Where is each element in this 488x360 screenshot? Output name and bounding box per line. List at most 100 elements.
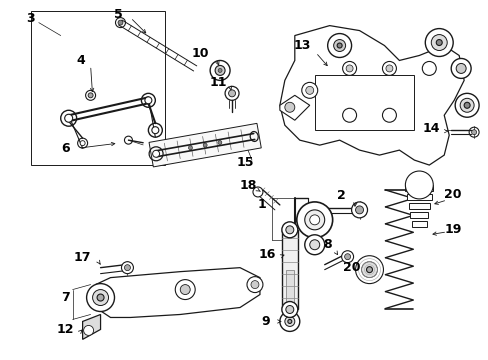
Circle shape [342,108,356,122]
Circle shape [459,98,473,112]
Text: 10: 10 [191,47,208,60]
Text: 7: 7 [61,291,70,304]
Bar [285,270,293,310]
Circle shape [355,206,363,214]
Circle shape [333,40,345,51]
Circle shape [285,226,293,234]
Circle shape [144,97,152,104]
Text: 20: 20 [444,188,461,202]
Text: 17: 17 [74,251,91,264]
Circle shape [305,86,313,94]
Circle shape [309,240,319,250]
Circle shape [309,215,319,225]
Circle shape [285,306,293,314]
Circle shape [97,294,104,301]
Text: 8: 8 [323,238,331,251]
Circle shape [355,256,383,284]
Circle shape [346,65,352,72]
Text: 12: 12 [57,323,74,336]
Circle shape [385,65,392,72]
Circle shape [287,319,291,323]
Text: 15: 15 [236,156,253,168]
Circle shape [344,254,350,260]
Circle shape [435,40,441,45]
Circle shape [92,289,108,306]
Circle shape [301,82,317,98]
Circle shape [152,127,159,134]
Bar [314,75,413,130]
Circle shape [285,102,294,112]
Circle shape [152,150,159,157]
Circle shape [118,20,122,25]
Circle shape [296,202,332,238]
Circle shape [351,202,367,218]
Circle shape [327,33,351,58]
Circle shape [341,251,353,263]
Circle shape [228,90,235,97]
Text: 13: 13 [292,39,310,52]
Bar [281,230,297,310]
Circle shape [124,265,130,271]
Circle shape [279,311,299,332]
Circle shape [382,62,396,75]
Circle shape [422,62,435,75]
Circle shape [86,284,114,311]
Bar [405,185,432,191]
Circle shape [450,58,470,78]
Bar [408,203,429,209]
Text: 4: 4 [76,54,85,67]
Circle shape [366,267,372,273]
Circle shape [454,93,478,117]
Circle shape [463,102,469,108]
Bar [411,221,426,227]
Bar [406,194,431,200]
Circle shape [218,140,222,144]
Circle shape [405,171,432,199]
Circle shape [215,66,224,75]
Circle shape [203,143,207,147]
Text: 14: 14 [422,122,439,135]
Polygon shape [279,95,309,120]
Text: 18: 18 [239,180,256,193]
Circle shape [281,222,297,238]
Text: 19: 19 [444,223,461,236]
Circle shape [64,114,73,122]
Text: 11: 11 [209,76,226,89]
Circle shape [80,141,85,146]
Circle shape [382,108,396,122]
Circle shape [175,280,195,300]
Circle shape [336,43,342,48]
Circle shape [250,280,259,289]
Circle shape [285,316,294,327]
Text: 1: 1 [257,198,266,211]
Text: 6: 6 [61,141,70,155]
Circle shape [252,187,263,197]
Circle shape [218,68,222,72]
Circle shape [430,35,447,50]
Circle shape [83,325,93,336]
Circle shape [246,276,263,293]
Circle shape [470,130,476,135]
Polygon shape [82,315,101,339]
Text: 2: 2 [337,189,346,202]
Text: 9: 9 [261,315,270,328]
Bar [409,212,427,218]
Circle shape [88,93,93,98]
Circle shape [361,262,377,278]
Circle shape [180,285,190,294]
Polygon shape [279,26,463,165]
Text: 16: 16 [258,248,275,261]
Circle shape [304,235,324,255]
Polygon shape [90,268,260,318]
Circle shape [455,63,465,73]
Circle shape [425,28,452,57]
Circle shape [281,302,297,318]
Text: 5: 5 [114,8,122,21]
Circle shape [304,210,324,230]
Text: 20: 20 [342,261,360,274]
Circle shape [342,62,356,75]
Circle shape [121,262,133,274]
FancyBboxPatch shape [149,123,261,167]
Circle shape [188,146,192,150]
Text: 3: 3 [26,12,35,25]
